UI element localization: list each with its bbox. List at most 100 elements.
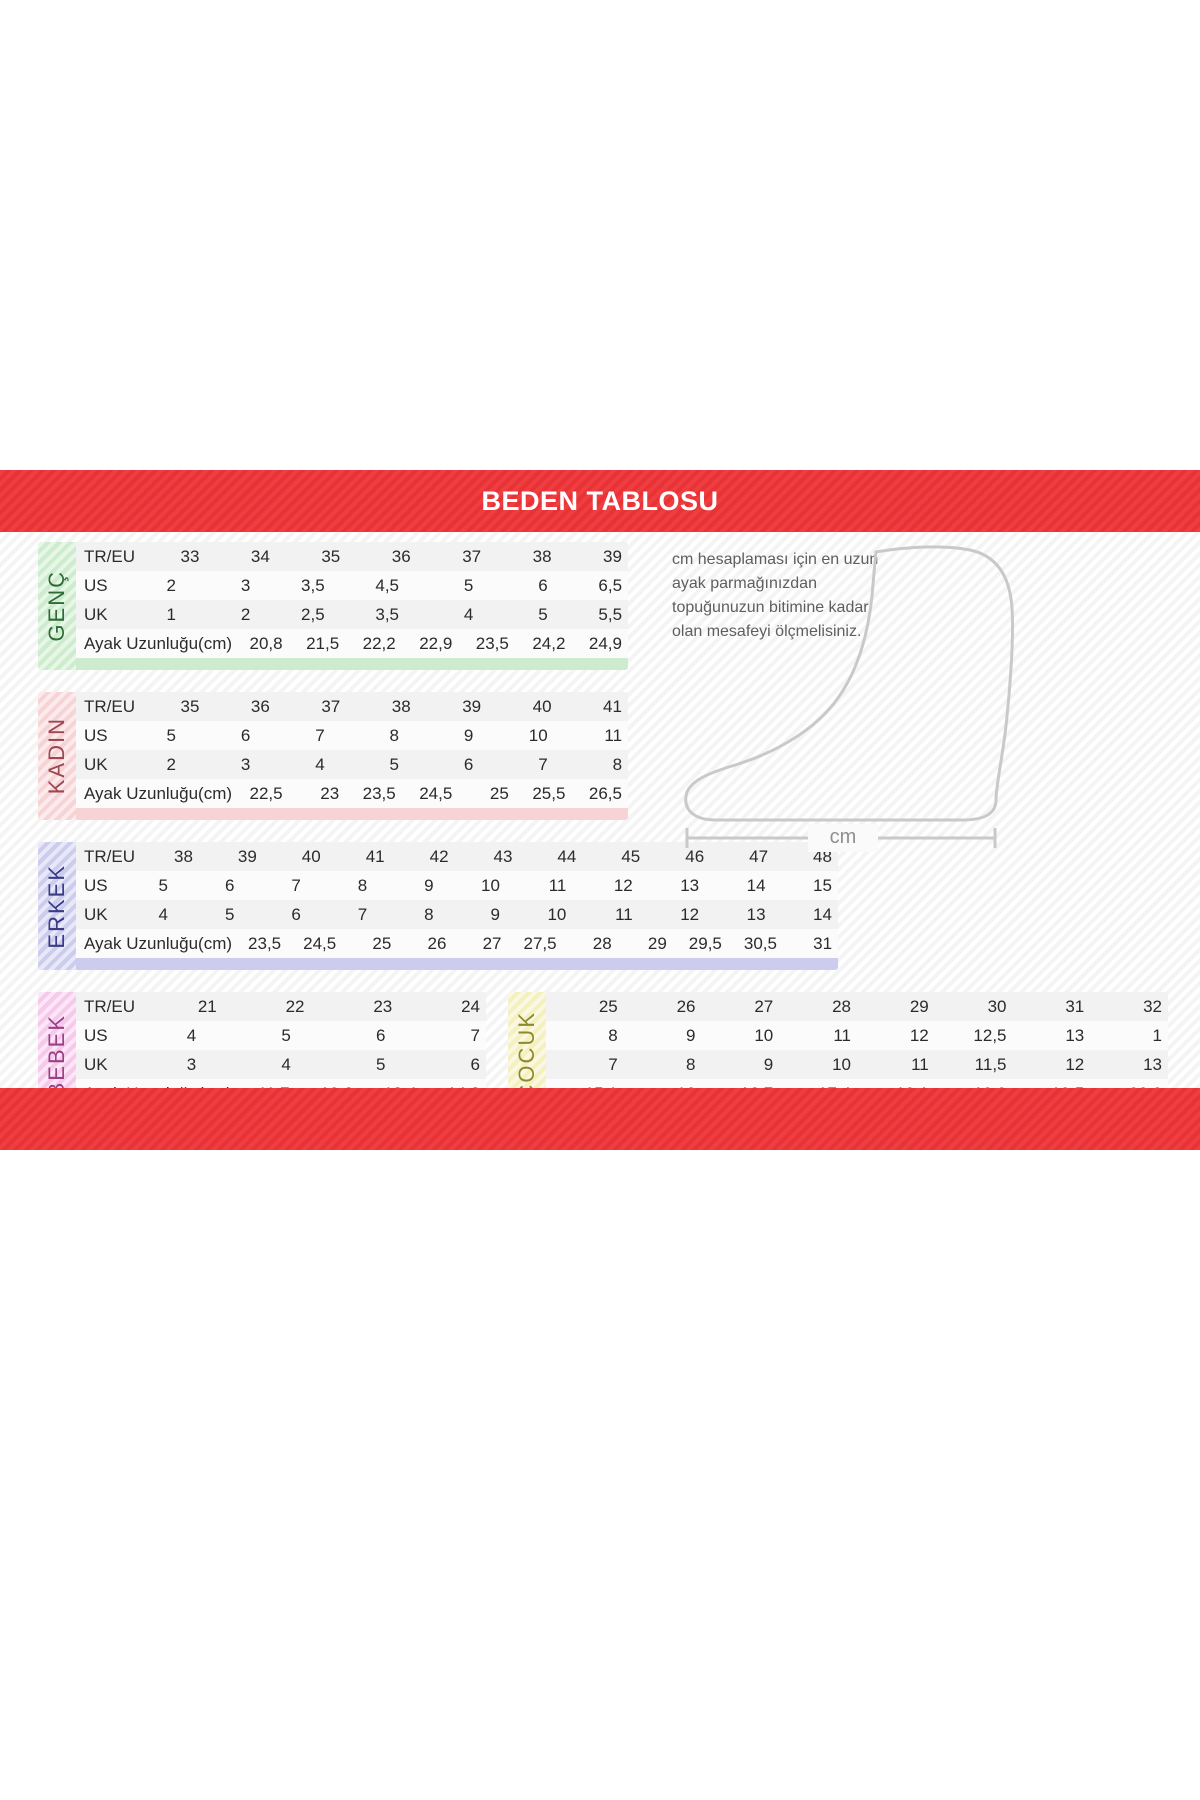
table-cell: 24,5 [303, 933, 337, 953]
table-cell: 12,5 [973, 1025, 1007, 1045]
table-cell: 9 [463, 725, 474, 745]
table-cell: 23 [320, 783, 340, 803]
table-cell: 4 [281, 1054, 291, 1074]
table-cell: 24,2 [532, 633, 566, 653]
page-title: BEDEN TABLOSU [481, 485, 719, 516]
table-category-label-kadin: KADIN [38, 692, 76, 820]
table-cell: 38 [173, 846, 193, 866]
chart-footer-banner [0, 1088, 1200, 1150]
table-row: 8 9 10 11 12 12,5 13 1 [546, 1021, 1168, 1050]
table-cell: 2 [166, 575, 176, 595]
table-row: 7 8 9 10 11 11,5 12 13 [546, 1050, 1168, 1079]
table-cell: 5 [224, 904, 235, 924]
table-cell: 8 [608, 1025, 618, 1045]
table-body: TR/EU 33 34 35 36 37 38 39 US 2 3 3,5 4,5 5 6 6,5 UK… [76, 542, 628, 670]
table-cell: 44 [557, 846, 577, 866]
table-row: TR/EU 33 34 35 36 37 38 39 [76, 542, 628, 571]
table-cell: 23,5 [475, 633, 509, 653]
table-cell: 21,5 [306, 633, 340, 653]
size-table-kadin: KADIN TR/EU 35 36 37 38 39 40 41 US 5 6 7 8 9 10 11 … [38, 692, 628, 820]
table-cell: 11 [615, 904, 633, 924]
table-cell: 5 [281, 1025, 291, 1045]
row-cells: 35 36 37 38 39 40 41 [135, 697, 628, 717]
table-cell: 25,5 [532, 783, 566, 803]
row-cells: 23,5 24,5 25 26 27 27,5 28 29 29,5 30,5 31 [232, 934, 838, 954]
table-cell: 46 [685, 846, 705, 866]
row-cells: 33 34 35 36 37 38 39 [135, 547, 628, 567]
table-cell: 6 [291, 904, 301, 924]
table-cell: 23,5 [248, 933, 282, 953]
table-cell: 35 [321, 546, 341, 566]
table-cell: 11 [911, 1054, 929, 1074]
row-label: UK [84, 604, 108, 624]
row-cells: 20,8 21,5 22,2 22,9 23,5 24,2 24,9 [232, 634, 628, 654]
table-cell: 32 [1143, 996, 1162, 1016]
table-cell: 15 [813, 875, 832, 895]
table-cell: 8 [389, 725, 399, 745]
table-cell: 6 [538, 575, 548, 595]
table-cell: 24,5 [419, 783, 453, 803]
table-cell: 25 [372, 933, 392, 953]
table-cell: 9 [490, 904, 500, 924]
row-label: US [84, 575, 108, 595]
table-cell: 26,5 [588, 783, 622, 803]
table-cell: 27,5 [523, 933, 557, 953]
table-cell: 11,5 [974, 1054, 1007, 1074]
table-cell: 7 [291, 875, 301, 895]
table-cell: 1 [1152, 1025, 1162, 1045]
table-cell: 23,5 [362, 783, 396, 803]
table-cell: 12 [680, 904, 700, 924]
table-row: US 4 5 6 7 [76, 1021, 486, 1050]
table-cell: 22,2 [362, 633, 396, 653]
table-cell: 3 [240, 754, 251, 774]
table-cell: 22 [285, 996, 305, 1016]
table-cell: 10 [481, 875, 500, 895]
table-cell: 1 [166, 604, 176, 624]
table-row: TR/EU 35 36 37 38 39 40 41 [76, 692, 628, 721]
table-cell: 5 [158, 875, 169, 895]
table-cell: 24 [461, 996, 480, 1016]
table-cell: 40 [301, 846, 321, 866]
table-cell: 2 [166, 754, 176, 774]
table-cell: 28 [592, 933, 612, 953]
table-cell: 38 [532, 546, 552, 566]
table-cell: 40 [532, 696, 552, 716]
table-cell: 14 [746, 875, 766, 895]
row-cells: 8 9 10 11 12 12,5 13 1 [546, 1026, 1168, 1046]
table-cell: 42 [429, 846, 449, 866]
table-cell: 39 [603, 546, 622, 566]
table-cell: 28 [832, 996, 851, 1016]
row-label: Ayak Uzunluğu(cm) [84, 633, 233, 653]
table-cell: 4 [158, 904, 169, 924]
table-row: 25 26 27 28 29 30 31 32 [546, 992, 1168, 1021]
table-cell: 4 [463, 604, 474, 624]
table-cell: 8 [357, 875, 368, 895]
row-cells: 22,5 23 23,5 24,5 25 25,5 26,5 [232, 784, 628, 804]
table-cell: 10 [547, 904, 567, 924]
measurement-instructions: cm hesaplaması için en uzun ayak parmağı… [672, 551, 879, 640]
table-cell: 37 [462, 546, 482, 566]
table-cell: 41 [603, 696, 622, 716]
table-cell: 38 [391, 696, 411, 716]
row-label: UK [84, 1054, 108, 1074]
table-row: UK 1 2 2,5 3,5 4 5 5,5 [76, 600, 628, 629]
table-cell: 27 [754, 996, 774, 1016]
table-cell: 4 [315, 754, 325, 774]
row-label: TR/EU [84, 846, 135, 866]
table-cell: 29,5 [688, 933, 722, 953]
foot-shape [684, 545, 1015, 822]
table-cell: 3 [186, 1054, 197, 1074]
table-cell: 36 [250, 696, 270, 716]
table-row: UK 2 3 4 5 6 7 8 [76, 750, 628, 779]
table-cell: 2,5 [301, 604, 325, 624]
table-cell: 34 [250, 546, 270, 566]
row-cells: 1 2 2,5 3,5 4 5 5,5 [108, 605, 628, 625]
table-cell: 6 [240, 725, 251, 745]
table-cell: 33 [180, 546, 200, 566]
table-category-label-erkek: ERKEK [38, 842, 76, 970]
foot-diagram: cm [680, 538, 1180, 858]
table-row: TR/EU 38 39 40 41 42 43 44 45 46 47 48 [76, 842, 838, 871]
table-cell: 21 [197, 996, 217, 1016]
